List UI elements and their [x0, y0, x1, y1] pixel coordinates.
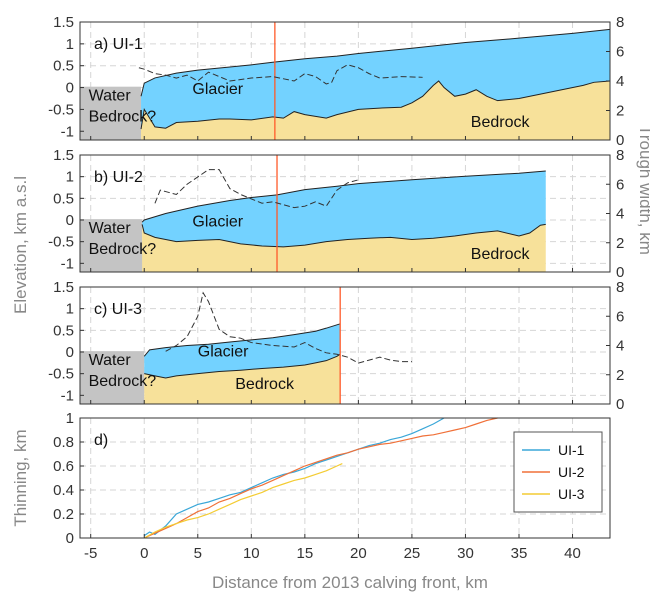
- glacier-fill: [144, 323, 341, 378]
- x-tick-label: 15: [297, 545, 314, 562]
- water-region: [80, 86, 142, 140]
- y-tick-label: -0.5: [48, 234, 74, 251]
- legend-label: UI-1: [558, 442, 585, 458]
- bedrock-label: Bedrock: [471, 114, 531, 131]
- y-tick-label: -0.5: [48, 101, 74, 118]
- y-tick-label: -1: [61, 387, 74, 404]
- y2-tick-label: 0: [616, 264, 624, 281]
- x-axis-label: Distance from 2013 calving front, km: [212, 573, 488, 592]
- thinning-line-ui-3: [143, 463, 343, 539]
- y-tick-label: 0.5: [53, 190, 74, 207]
- y-tick-label: 1.5: [53, 147, 74, 164]
- y2-tick-label: 8: [616, 147, 624, 164]
- y-tick-label: 0: [66, 530, 74, 547]
- glacier-surface-line: [143, 323, 341, 357]
- y-tick-label: 1: [66, 410, 74, 427]
- bed-line: [144, 353, 341, 379]
- y2-tick-label: 2: [616, 367, 624, 384]
- y2-tick-label: 4: [616, 73, 624, 90]
- x-tick-label: 35: [511, 545, 528, 562]
- y2-tick-label: 6: [616, 176, 624, 193]
- y-axis-left-label: Elevation, km a.s.l: [11, 176, 30, 314]
- y-tick-label: 0: [66, 212, 74, 229]
- y-tick-label: 0.4: [53, 482, 74, 499]
- glacier-label: Glacier: [192, 81, 243, 98]
- y2-tick-label: 8: [616, 14, 624, 31]
- x-tick-label: 25: [404, 545, 421, 562]
- y-tick-label: 0.2: [53, 506, 74, 523]
- panel-label: a) UI-1: [94, 36, 143, 53]
- water-label: Water: [89, 220, 132, 237]
- y2-tick-label: 0: [616, 396, 624, 413]
- y2-tick-label: 6: [616, 44, 624, 61]
- y-tick-label: 1.5: [53, 279, 74, 296]
- y-tick-label: 0: [66, 344, 74, 361]
- glacier-label: Glacier: [192, 214, 243, 231]
- legend-label: UI-2: [558, 464, 585, 480]
- bedrock-question-label: Bedrock?: [89, 109, 157, 126]
- x-tick-label: 10: [243, 545, 260, 562]
- x-tick-label: 40: [564, 545, 581, 562]
- y-axis-thinning-label: Thinning, km: [11, 429, 30, 526]
- glacier-surface-line: [141, 170, 546, 223]
- panel-frame: [79, 417, 611, 539]
- legend-label: UI-3: [558, 486, 585, 502]
- y-tick-label: 0: [66, 80, 74, 97]
- bed-line: [141, 223, 546, 248]
- bedrock-fill: [142, 224, 546, 272]
- y-tick-label: 1.5: [53, 14, 74, 31]
- y2-tick-label: 6: [616, 308, 624, 325]
- bedrock-label: Bedrock: [235, 376, 295, 393]
- panel-3: Water Bedrock? Glacier Bedrock 0 2 4 6 8 c) UI-3 -…: [48, 279, 624, 413]
- water-label: Water: [89, 88, 132, 105]
- y2-tick-label: 4: [616, 206, 624, 223]
- panel-2: Water Bedrock? Glacier Bedrock 0 2 4 6 8 b) UI-2 -…: [48, 147, 624, 281]
- y-axis-right-label: Trough width, km: [636, 125, 650, 255]
- glacier-fill: [142, 171, 546, 247]
- y-tick-label: -1: [61, 123, 74, 140]
- water-region: [80, 351, 145, 404]
- water-region: [80, 219, 143, 272]
- panel-frame: [79, 21, 611, 141]
- bedrock-question-label: Bedrock?: [89, 373, 157, 390]
- panel-frame: [79, 154, 611, 273]
- x-tick-label: 5: [194, 545, 202, 562]
- panel-label: c) UI-3: [94, 301, 142, 318]
- y-tick-label: 1: [66, 169, 74, 186]
- bed-line: [140, 80, 611, 130]
- x-tick-label: -5: [84, 545, 97, 562]
- panel-4: UI-1 UI-2 UI-3 d) 0 0.2 0.4 0.6 0.8 1 -5 0 5 10 15 20 25…: [53, 410, 611, 562]
- thinning-line-ui-2: [143, 417, 498, 539]
- glacier-label: Glacier: [198, 343, 249, 360]
- y-tick-label: 0.8: [53, 434, 74, 451]
- trough-width-line: [154, 169, 359, 209]
- bedrock-question-label: Bedrock?: [89, 241, 157, 258]
- y2-tick-label: 2: [616, 103, 624, 120]
- panel-label: d): [94, 432, 108, 449]
- y-tick-label: -1: [61, 255, 74, 272]
- x-tick-label: 20: [350, 545, 367, 562]
- trough-width-line: [138, 64, 423, 85]
- y2-tick-label: 2: [616, 235, 624, 252]
- x-tick-label: 0: [140, 545, 148, 562]
- bedrock-label: Bedrock: [471, 246, 531, 263]
- glacier-fill: [141, 29, 610, 130]
- y-tick-label: 0.5: [53, 58, 74, 75]
- panel-frame: [79, 286, 611, 405]
- panel-label: b) UI-2: [94, 169, 143, 186]
- y-tick-label: 1: [66, 301, 74, 318]
- trough-width-line: [165, 291, 412, 364]
- y2-tick-label: 4: [616, 338, 624, 355]
- x-tick-label: 30: [457, 545, 474, 562]
- y2-tick-label: 8: [616, 279, 624, 296]
- y-tick-label: -0.5: [48, 366, 74, 383]
- panel-1: Water Bedrock? Glacier Bedrock 0 2 4 6 8 a) UI-1 -…: [48, 14, 624, 149]
- y2-tick-label: 0: [616, 132, 624, 149]
- water-label: Water: [89, 352, 132, 369]
- bedrock-fill: [141, 81, 610, 140]
- y-tick-label: 0.6: [53, 458, 74, 475]
- y-tick-label: 1: [66, 36, 74, 53]
- y-tick-label: 0.5: [53, 322, 74, 339]
